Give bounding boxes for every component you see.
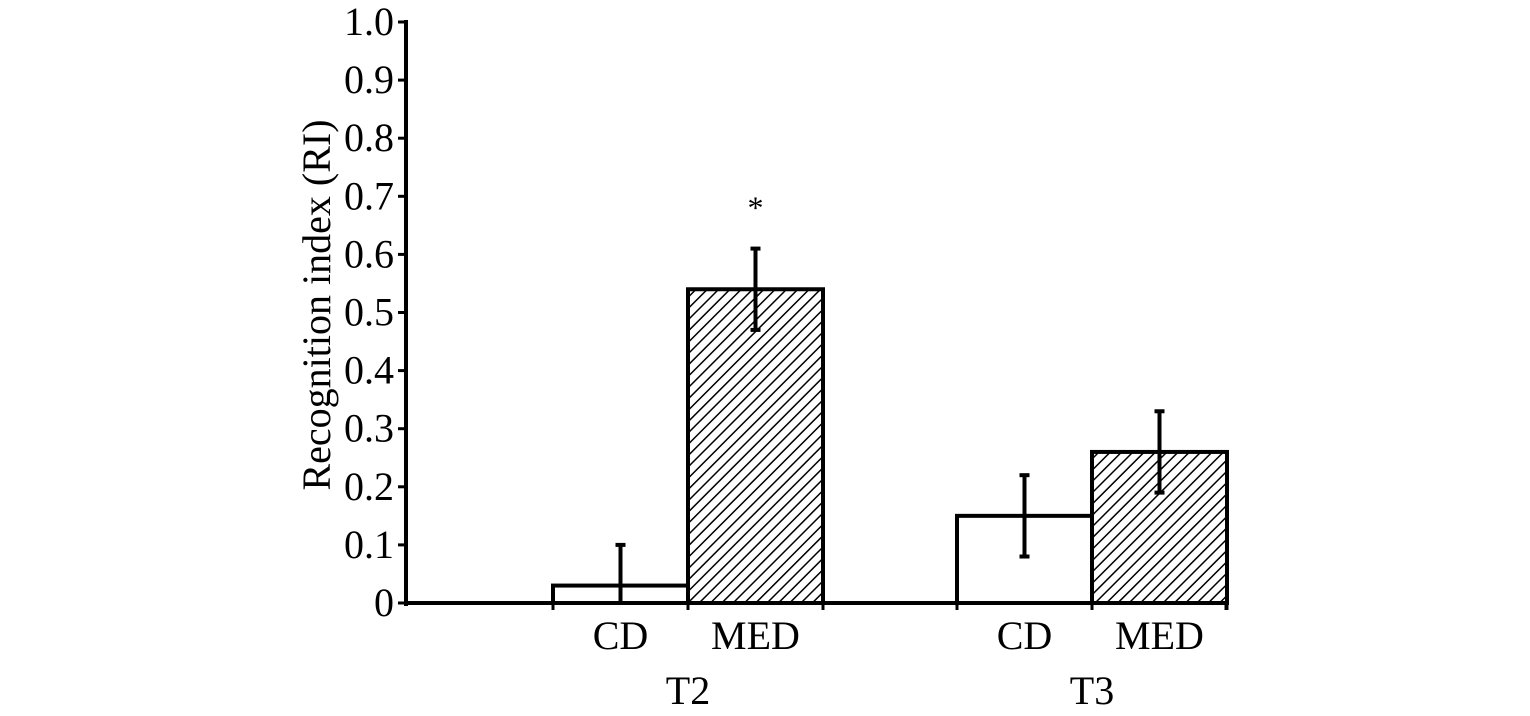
y-tick-label: 0.1 [344,522,394,567]
y-tick-label: 0.5 [344,290,394,335]
x-category-label: MED [1115,613,1204,658]
y-tick-label: 1.0 [344,0,394,44]
y-tick-label: 0.4 [344,348,394,393]
y-tick-label: 0.6 [344,231,394,276]
y-tick-label: 0.9 [344,57,394,102]
y-tick-label: 0 [374,580,394,625]
y-tick-label: 0.3 [344,406,394,451]
x-category-label: CD [997,613,1053,658]
y-tick-label: 0.7 [344,173,394,218]
x-category-label: CD [593,613,649,658]
y-axis: 0 0.1 0.2 0.3 0.4 0.5 0.6 0.7 0.8 0.9 1.0 [344,0,408,625]
x-group-label: T2 [666,668,710,713]
y-axis-label: Recognition index (RI) [294,119,339,490]
y-tick-label: 0.2 [344,464,394,509]
significance-marker: * [748,190,764,226]
y-tick-label: 0.8 [344,115,394,160]
x-category-label: MED [711,613,800,658]
bar-t2-med [686,287,825,605]
bars-layer: * [551,190,1229,606]
x-group-label: T3 [1070,668,1114,713]
